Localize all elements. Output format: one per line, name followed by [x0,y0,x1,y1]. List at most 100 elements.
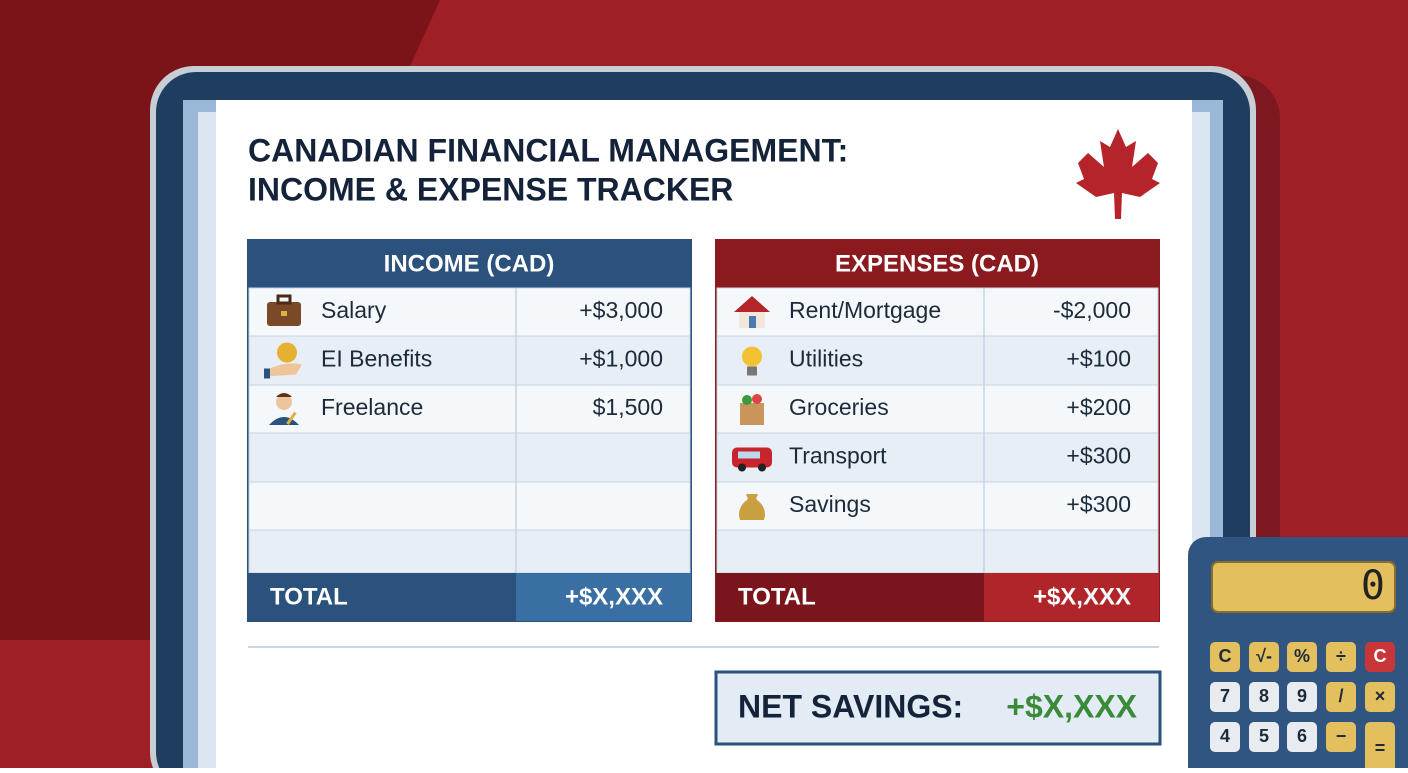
total-label: TOTAL [738,583,816,610]
calculator-value: 0 [1361,563,1385,609]
calculator-key [1287,642,1317,672]
calculator-key-label: 9 [1297,686,1307,706]
calculator-key-label: 5 [1259,726,1269,746]
row-amount: -$2,000 [1053,297,1131,323]
table-row [716,335,1159,386]
row-label: Savings [789,491,871,517]
calculator-key-label: 8 [1259,686,1269,706]
icon-shape [752,394,762,404]
title: CANADIAN FINANCIAL MANAGEMENT: [248,132,848,168]
row-amount: +$300 [1066,491,1131,517]
row-icon [742,346,762,376]
icon-shape [749,316,756,328]
calculator-key [1365,722,1395,772]
table-header [248,240,691,288]
table-row [248,529,691,574]
icon-shape [281,311,287,316]
table-row [716,432,1159,483]
icon-shape [742,395,752,405]
table-row [248,335,691,386]
calculator-key-label: 4 [1220,726,1230,746]
table-row [716,481,1159,531]
row-label: EI Benefits [321,346,432,372]
icon-shape [738,451,760,459]
row-label: Groceries [789,394,889,420]
calculator-key [1365,682,1395,712]
calculator-key [1249,642,1279,672]
row-amount: +$100 [1066,346,1131,372]
title: INCOME & EXPENSE TRACKER [248,171,733,207]
icon-shape [276,394,292,410]
total-label: TOTAL [270,583,348,610]
table-row [716,529,1159,574]
row-icon [740,394,764,425]
calculator-key-label: 6 [1297,726,1307,746]
table-row [248,384,691,434]
table-header [716,240,1159,288]
row-label: Rent/Mortgage [789,297,941,323]
row-amount: +$3,000 [579,297,663,323]
row-icon [739,494,765,520]
row-label: Utilities [789,346,863,372]
calculator-key-label: = [1375,738,1386,758]
net-savings-box [714,670,1162,746]
icon-shape [276,294,292,305]
row-amount: +$200 [1066,394,1131,420]
icon-shape [739,494,765,520]
calculator-key [1326,642,1356,672]
calculator-key-label: ÷ [1336,646,1346,666]
row-label: Freelance [321,394,423,420]
icon-shape [286,411,297,425]
table-heading: EXPENSES (CAD) [835,250,1039,277]
row-icon [732,447,772,472]
total-left [716,573,984,621]
row-label: Salary [321,297,387,323]
calculator-key-label: 7 [1220,686,1230,706]
total-right [516,573,691,621]
calculator-key-label: × [1375,686,1386,706]
row-amount: +$300 [1066,443,1131,469]
table-row [248,481,691,531]
row-label: Transport [789,443,887,469]
calculator-key-label: C [1374,646,1387,666]
net-savings-value: +$X,XXX [1006,688,1137,724]
total-value: +$X,XXX [565,583,663,610]
calculator-key-label: − [1336,726,1347,746]
row-amount: $1,500 [593,394,663,420]
calculator-key [1249,722,1279,752]
icon-shape [277,342,297,363]
row-icon [734,296,770,328]
calculator-key [1210,642,1240,672]
calculator-key [1365,642,1395,672]
icon-shape [742,346,762,367]
calculator-key-label: C [1219,646,1232,666]
calculator-key [1249,682,1279,712]
table-row [248,432,691,483]
total-left [248,573,516,621]
maple-leaf [1076,129,1160,219]
calculator-key-label: % [1294,646,1310,666]
icon-shape [264,368,270,379]
calculator-key [1326,682,1356,712]
icon-shape [266,363,302,377]
calculator-display [1211,561,1396,613]
icon-shape [734,296,770,312]
calculator-key [1287,682,1317,712]
calculator-key [1210,682,1240,712]
net-savings-label: NET SAVINGS: [738,688,963,724]
table-row [716,287,1159,337]
icon-shape [276,393,292,397]
row-icon [267,294,301,326]
total-value: +$X,XXX [1033,583,1131,610]
table-heading: INCOME (CAD) [384,250,555,277]
row-icon [264,342,302,379]
icon-shape [758,463,766,472]
row-amount: +$1,000 [579,346,663,372]
calculator-key [1326,722,1356,752]
row-icon [269,393,299,425]
calculator-key [1210,722,1240,752]
icon-shape [747,366,757,376]
total-right [984,573,1159,621]
calculator-key-label: / [1338,686,1343,706]
